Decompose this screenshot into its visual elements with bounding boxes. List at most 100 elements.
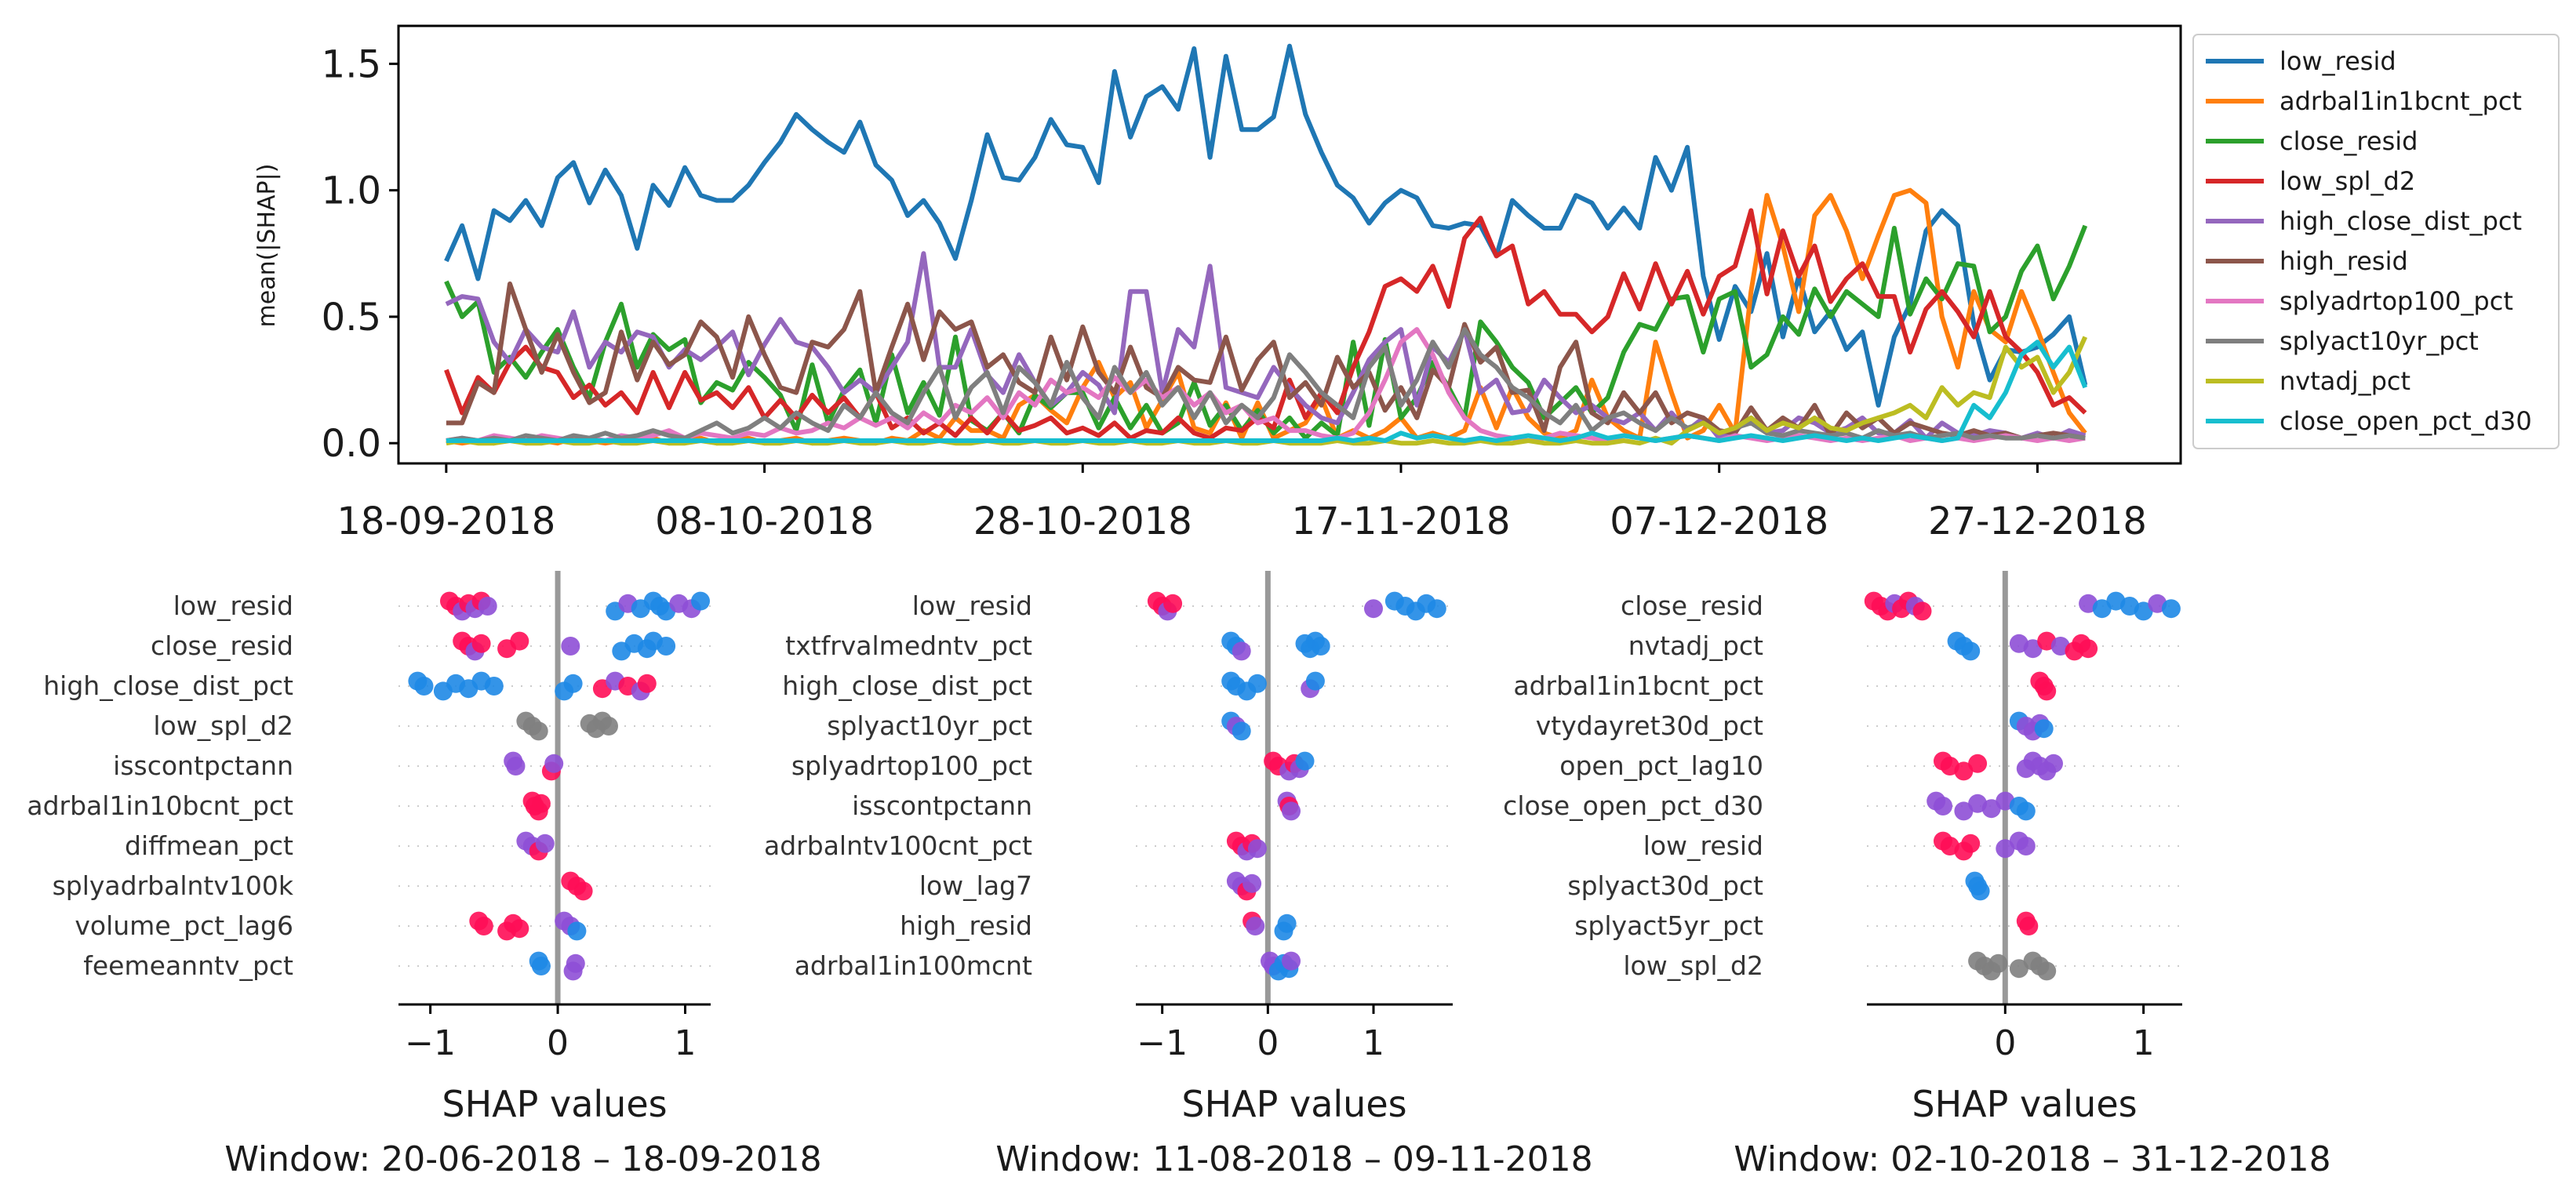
- feature-label-isscontpctann: isscontpctann: [113, 750, 293, 781]
- y-tick-label: 0.5: [322, 296, 381, 340]
- series-line-close_open_pct_d30: [446, 340, 2088, 443]
- shap-plot-2: low_resid txtfrvalmedntv_pct high_close_di…: [764, 571, 1593, 1179]
- legend-label-close_resid: close_resid: [2279, 126, 2418, 156]
- shap-point: [1163, 594, 1183, 613]
- shap-point: [1232, 721, 1251, 741]
- shap-point: [1364, 599, 1383, 619]
- feature-label-low_spl_d2: low_spl_d2: [153, 710, 293, 741]
- legend-label-low_spl_d2: low_spl_d2: [2279, 166, 2415, 196]
- feature-label-low_lag7: low_lag7: [919, 870, 1032, 901]
- shap-point: [2034, 719, 2054, 739]
- shap-x-tick-label: 0: [1257, 1023, 1279, 1063]
- feature-label-high_close_dist_pct: high_close_dist_pct: [782, 670, 1032, 701]
- feature-label-adrbalntv100cnt_pct: adrbalntv100cnt_pct: [764, 830, 1032, 861]
- x-tick-label: 17-11-2018: [1292, 499, 1511, 543]
- shap-point: [471, 634, 491, 653]
- shap-point: [691, 591, 710, 611]
- line-y-axis: 0.0 0.5 1.0 1.5: [322, 42, 398, 466]
- shap-point: [2019, 917, 2039, 935]
- series-line-high_resid: [446, 281, 2086, 441]
- line-x-axis: 18-09-2018 08-10-2018 28-10-2018 17-11-2018…: [337, 463, 2147, 543]
- shap-point: [510, 919, 529, 939]
- shap-point: [1232, 641, 1251, 661]
- line-y-axis-label: mean(|SHAP|): [253, 164, 281, 328]
- x-tick-label: 08-10-2018: [655, 499, 874, 543]
- feature-label-diffmean_pct: diffmean_pct: [125, 830, 293, 861]
- shap-point: [2023, 639, 2043, 659]
- legend-label-adrbal1in1bcnt_pct: adrbal1in1bcnt_pct: [2279, 86, 2522, 116]
- legend-label-high_resid: high_resid: [2279, 246, 2408, 276]
- feature-label-low_spl_d2: low_spl_d2: [1623, 950, 1763, 981]
- shap-point: [2044, 754, 2063, 773]
- shap-point: [1246, 917, 1265, 935]
- shap-x-axis-label: SHAP values: [1912, 1083, 2137, 1125]
- shap-x-tick-label: 0: [1994, 1023, 2016, 1063]
- shap-point: [1954, 761, 1974, 781]
- legend-label-splyadrtop100_pct: splyadrtop100_pct: [2279, 286, 2513, 316]
- shap-point: [563, 674, 583, 693]
- feature-label-splyadrbalntv100k: splyadrbalntv100k: [53, 870, 294, 901]
- line-chart-frame: [397, 24, 2182, 465]
- feature-label-close_resid: close_resid: [1621, 590, 1763, 621]
- shap-point: [1968, 754, 1988, 773]
- shap-point: [2134, 601, 2153, 621]
- window-label: Window: 11-08-2018 – 09-11-2018: [995, 1139, 1592, 1179]
- line-series-layer: [444, 43, 2088, 446]
- shap-point: [1311, 637, 1330, 656]
- feature-label-splyact5yr_pct: splyact5yr_pct: [1574, 910, 1763, 941]
- shap-point: [544, 754, 564, 773]
- shap-point: [1970, 881, 1990, 901]
- shap-point: [567, 921, 587, 941]
- shap-x-tick-label: −1: [1137, 1023, 1188, 1063]
- shap-point: [506, 757, 526, 775]
- feature-label-feemeanntv_pct: feemeanntv_pct: [83, 950, 293, 981]
- x-tick-label: 07-12-2018: [1610, 499, 1828, 543]
- shap-point: [531, 957, 551, 975]
- shap-point: [1988, 953, 2008, 973]
- window-label: Window: 02-10-2018 – 31-12-2018: [1734, 1139, 2330, 1179]
- shap-point: [474, 917, 493, 935]
- window-label: Window: 20-06-2018 – 18-09-2018: [224, 1139, 821, 1179]
- shap-point: [2009, 959, 2028, 979]
- feature-label-volume_pct_lag6: volume_pct_lag6: [75, 910, 293, 941]
- feature-label-nvtadj_pct: nvtadj_pct: [1628, 630, 1763, 661]
- shap-point: [414, 677, 434, 696]
- y-tick-label: 0.0: [322, 422, 381, 466]
- shap-point: [1961, 834, 1981, 853]
- feature-label-isscontpctann: isscontpctann: [852, 790, 1032, 821]
- x-tick-label: 18-09-2018: [337, 499, 555, 543]
- shap-point: [484, 677, 504, 696]
- shap-point: [1247, 674, 1267, 693]
- legend-label-close_open_pct_d30: close_open_pct_d30: [2279, 406, 2532, 436]
- legend-label-splyact10yr_pct: splyact10yr_pct: [2279, 326, 2479, 356]
- shap-point: [1996, 839, 2015, 859]
- feature-label-low_resid: low_resid: [912, 590, 1032, 621]
- feature-label-splyact10yr_pct: splyact10yr_pct: [827, 710, 1032, 741]
- legend-items: low_resid adrbal1in1bcnt_pct close_residlo…: [2206, 46, 2532, 436]
- shap-point: [478, 597, 497, 616]
- shap-point: [1282, 951, 1301, 971]
- feature-label-adrbal1in100mcnt: adrbal1in100mcnt: [795, 950, 1032, 981]
- feature-label-adrbal1in10bcnt_pct: adrbal1in10bcnt_pct: [27, 790, 293, 821]
- shap-point: [1282, 801, 1301, 821]
- feature-label-close_resid: close_resid: [151, 630, 293, 661]
- series-line-low_spl_d2: [444, 208, 2087, 441]
- feature-label-high_resid: high_resid: [900, 910, 1032, 941]
- shap-point: [2037, 961, 2057, 981]
- shap-point: [2161, 599, 2181, 619]
- shap-point: [1427, 599, 1446, 619]
- series-line-splyact10yr_pct: [446, 327, 2086, 443]
- y-tick-label: 1.5: [322, 42, 381, 86]
- shap-point: [1981, 799, 2001, 819]
- shap-point: [637, 674, 657, 693]
- feature-label-splyadrtop100_pct: splyadrtop100_pct: [791, 750, 1032, 781]
- shap-x-tick-label: 1: [2133, 1023, 2155, 1063]
- feature-label-low_resid: low_resid: [1643, 830, 1763, 861]
- shap-point: [599, 717, 618, 736]
- shap-point: [1295, 751, 1315, 771]
- y-tick-label: 1.0: [322, 169, 381, 213]
- legend: low_resid adrbal1in1bcnt_pct close_residlo…: [2192, 34, 2560, 449]
- shap-point: [1305, 671, 1325, 691]
- shap-point: [529, 721, 548, 741]
